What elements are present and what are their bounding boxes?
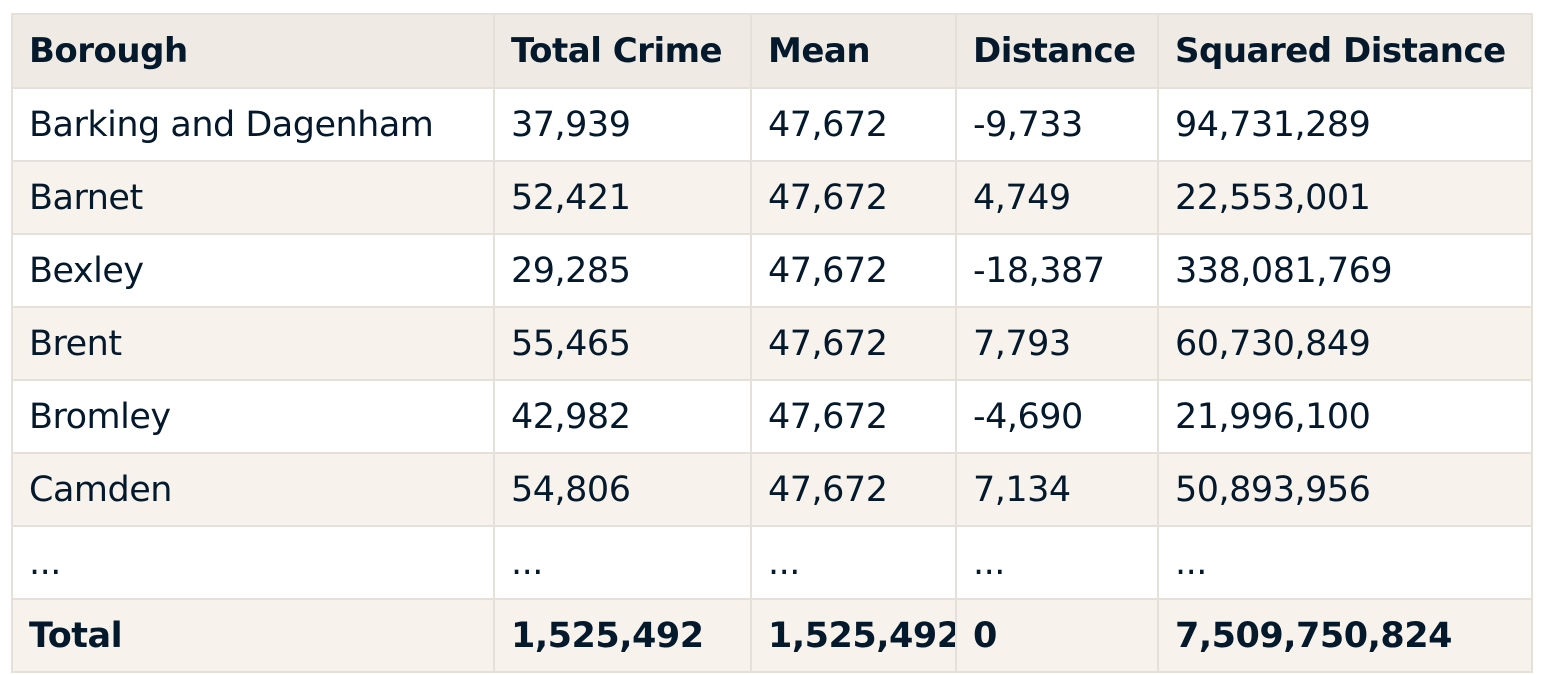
table-row: Camden 54,806 47,672 7,134 50,893,956 (11, 452, 1533, 527)
cell-distance: -4,690 (955, 379, 1159, 454)
cell-borough: Bexley (11, 233, 495, 308)
cell-distance: -18,387 (955, 233, 1159, 308)
header-mean: Mean (750, 13, 957, 89)
cell-borough: Barking and Dagenham (11, 87, 495, 162)
cell-total-crime: 55,465 (493, 306, 752, 381)
table-row: Barnet 52,421 47,672 4,749 22,553,001 (11, 160, 1533, 235)
cell-total-crime: 37,939 (493, 87, 752, 162)
table-header: Borough Total Crime Mean Distance Square… (11, 13, 1533, 89)
total-label: Total (11, 598, 495, 673)
cell-mean: 47,672 (750, 306, 957, 381)
cell-borough: Barnet (11, 160, 495, 235)
cell-borough: Brent (11, 306, 495, 381)
cell-squared-distance: 22,553,001 (1157, 160, 1533, 235)
crime-distance-table: Borough Total Crime Mean Distance Square… (11, 13, 1533, 673)
table-row: Brent 55,465 47,672 7,793 60,730,849 (11, 306, 1533, 381)
cell-total-crime: 42,982 (493, 379, 752, 454)
cell-mean: ... (750, 525, 957, 600)
cell-total-crime: 52,421 (493, 160, 752, 235)
header-squared-distance: Squared Distance (1157, 13, 1533, 89)
cell-borough: Camden (11, 452, 495, 527)
cell-mean: 47,672 (750, 452, 957, 527)
table-body: Barking and Dagenham 37,939 47,672 -9,73… (11, 87, 1533, 600)
cell-mean: 47,672 (750, 233, 957, 308)
cell-total-crime: ... (493, 525, 752, 600)
table-row: Bexley 29,285 47,672 -18,387 338,081,769 (11, 233, 1533, 308)
header-total-crime: Total Crime (493, 13, 752, 89)
cell-mean: 47,672 (750, 379, 957, 454)
cell-squared-distance: 50,893,956 (1157, 452, 1533, 527)
cell-squared-distance: 60,730,849 (1157, 306, 1533, 381)
cell-distance: -9,733 (955, 87, 1159, 162)
cell-distance: 4,749 (955, 160, 1159, 235)
cell-total-crime: 54,806 (493, 452, 752, 527)
cell-squared-distance: 338,081,769 (1157, 233, 1533, 308)
header-borough: Borough (11, 13, 495, 89)
table-footer: Total 1,525,492 1,525,492 0 7,509,750,82… (11, 598, 1533, 673)
table-row: Bromley 42,982 47,672 -4,690 21,996,100 (11, 379, 1533, 454)
cell-distance: 7,793 (955, 306, 1159, 381)
cell-distance: ... (955, 525, 1159, 600)
cell-borough: Bromley (11, 379, 495, 454)
table-row-ellipsis: ... ... ... ... ... (11, 525, 1533, 600)
total-row: Total 1,525,492 1,525,492 0 7,509,750,82… (11, 598, 1533, 673)
cell-distance: 7,134 (955, 452, 1159, 527)
total-squared-distance-sum: 7,509,750,824 (1157, 598, 1533, 673)
cell-squared-distance: ... (1157, 525, 1533, 600)
cell-mean: 47,672 (750, 87, 957, 162)
header-distance: Distance (955, 13, 1159, 89)
total-distance-sum: 0 (955, 598, 1159, 673)
cell-mean: 47,672 (750, 160, 957, 235)
cell-borough: ... (11, 525, 495, 600)
table-row: Barking and Dagenham 37,939 47,672 -9,73… (11, 87, 1533, 162)
total-crime-sum: 1,525,492 (493, 598, 752, 673)
total-mean-sum: 1,525,492 (750, 598, 957, 673)
cell-total-crime: 29,285 (493, 233, 752, 308)
cell-squared-distance: 21,996,100 (1157, 379, 1533, 454)
header-row: Borough Total Crime Mean Distance Square… (11, 13, 1533, 89)
cell-squared-distance: 94,731,289 (1157, 87, 1533, 162)
